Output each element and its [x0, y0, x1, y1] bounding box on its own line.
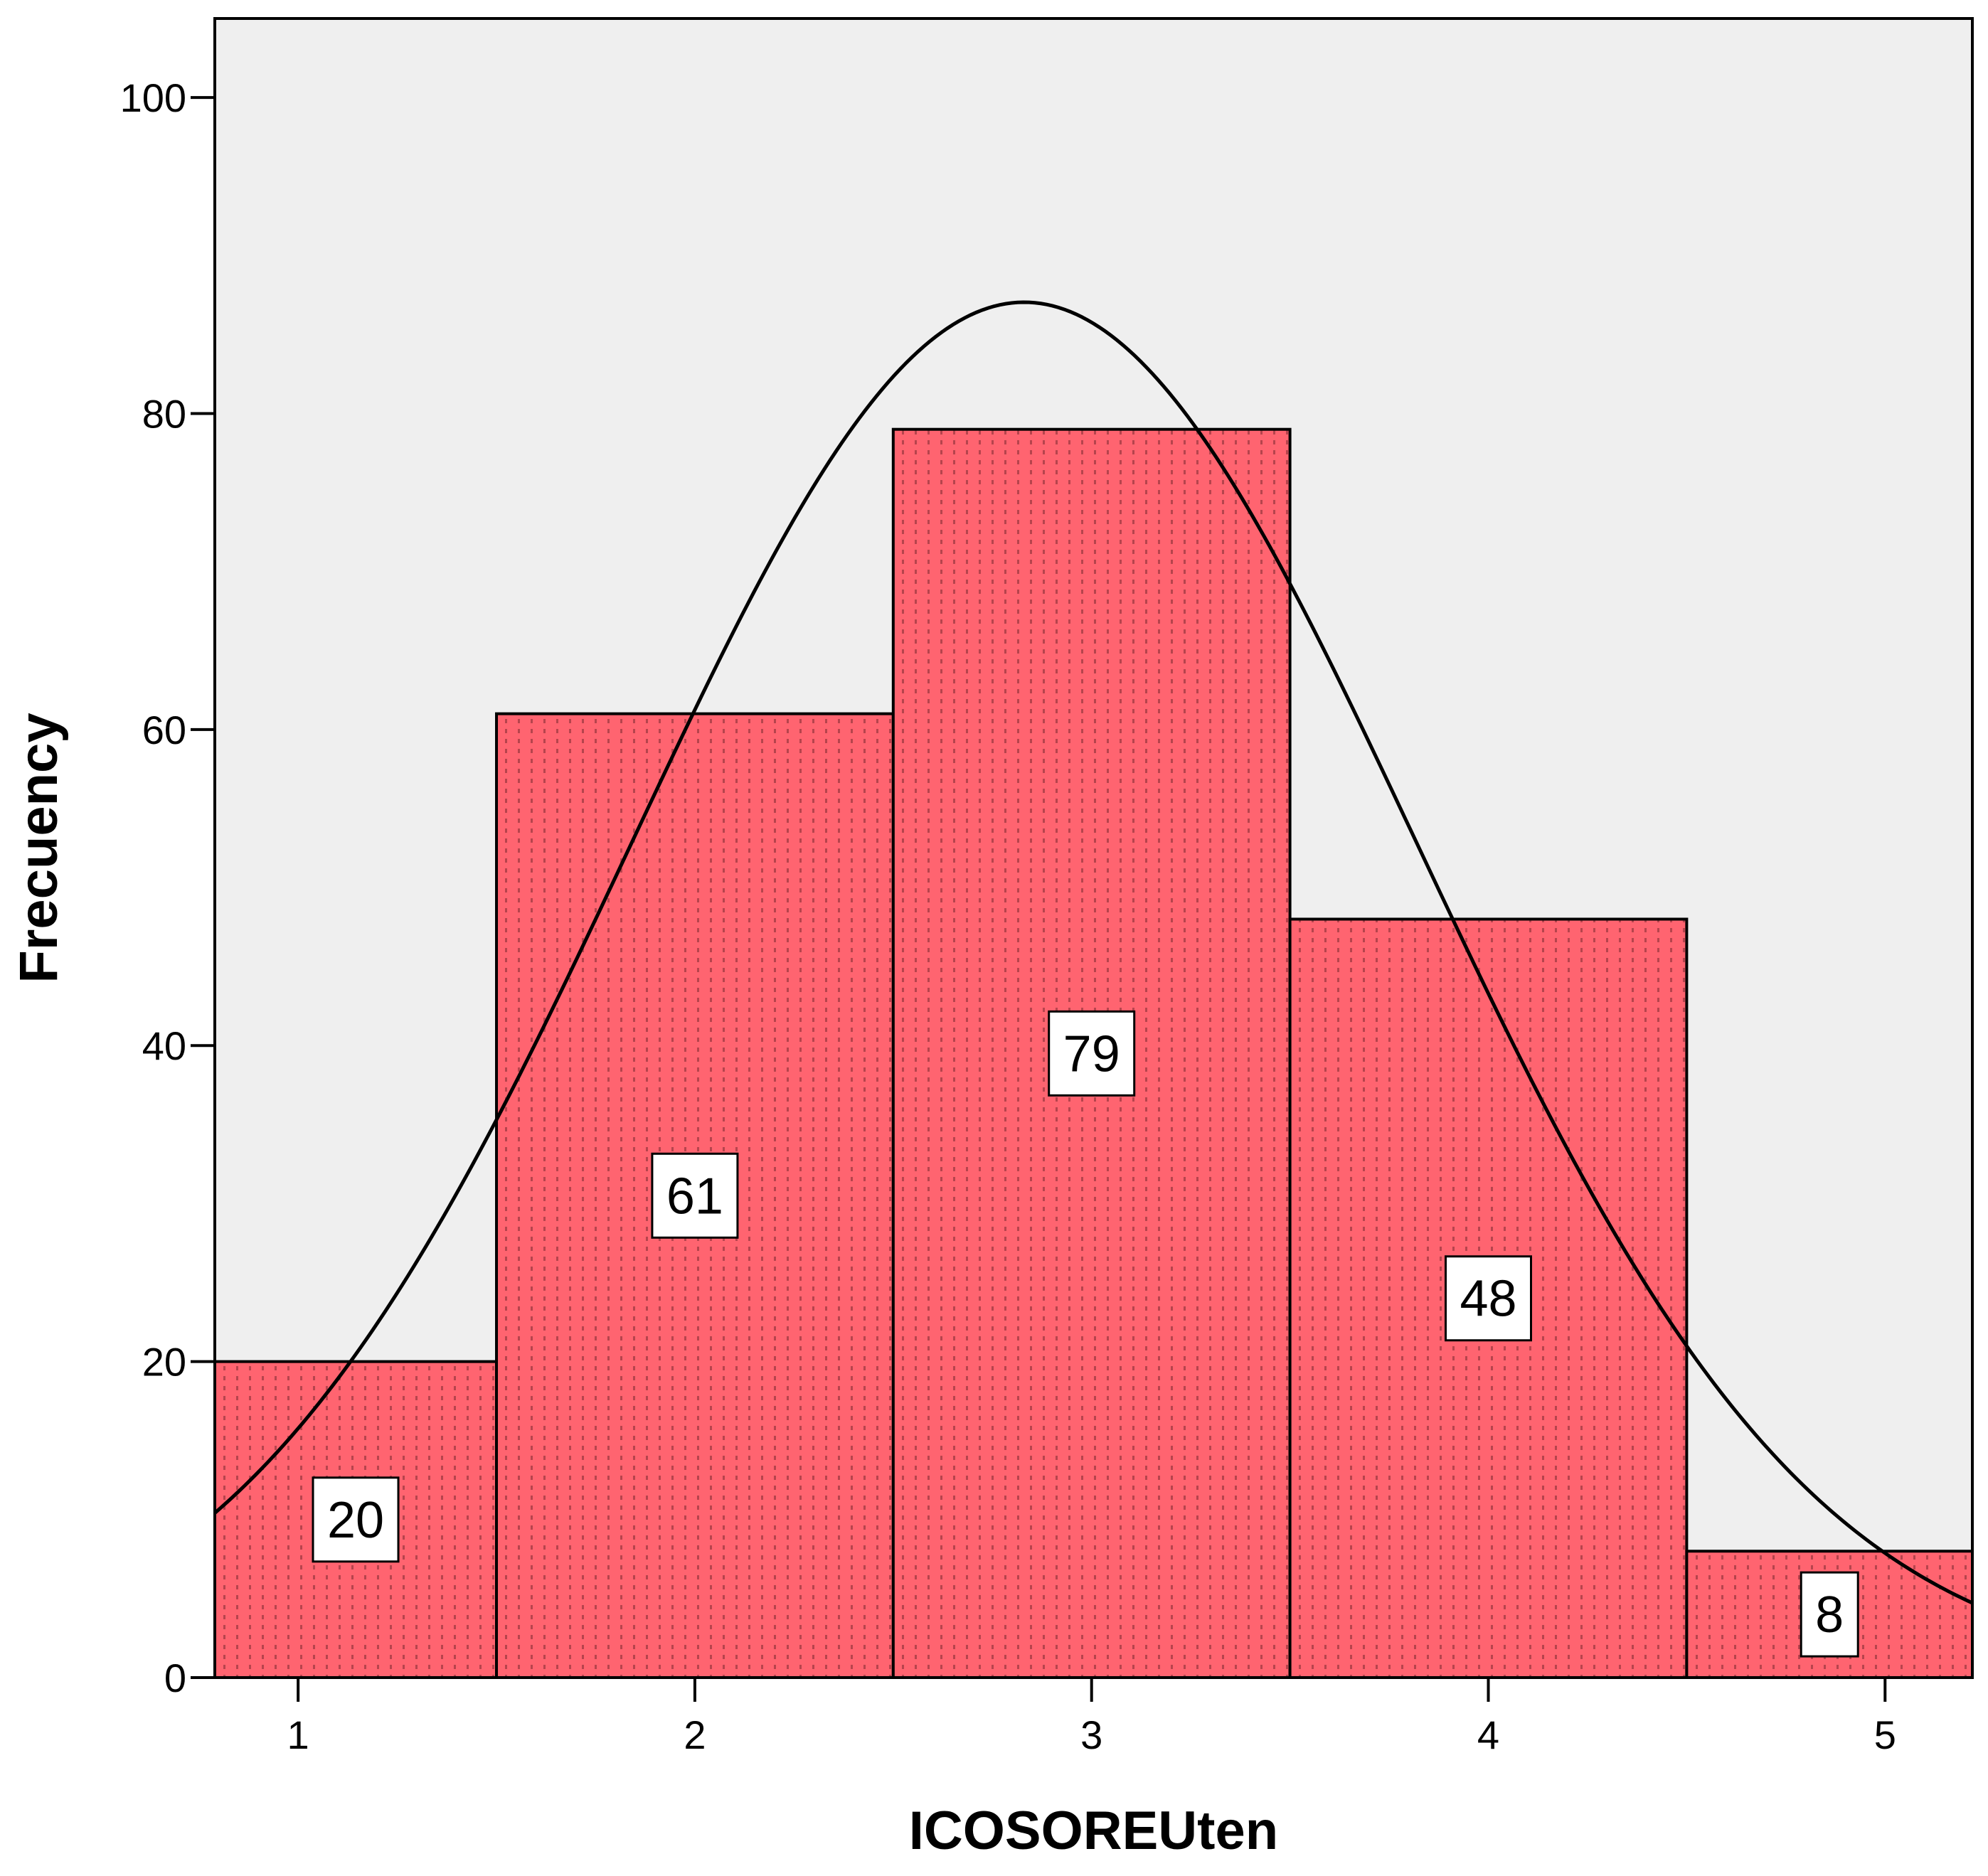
data-label-box — [651, 1152, 739, 1239]
data-label-box — [1800, 1571, 1859, 1658]
x-tick-label-2: 2 — [684, 1712, 706, 1757]
data-label-2: 61 — [651, 1152, 739, 1239]
data-label-3: 79 — [1048, 1010, 1136, 1097]
normal-curve — [213, 300, 1974, 1605]
y-tick-label-80: 80 — [142, 391, 186, 436]
x-tick-label-3: 3 — [1080, 1712, 1102, 1757]
data-labels: 20 61 79 48 8 — [312, 1010, 1859, 1658]
data-label-text: 61 — [666, 1168, 723, 1225]
x-tick-label-5: 5 — [1874, 1712, 1896, 1757]
histogram-bar-3 — [891, 427, 1292, 1680]
y-tick-label-40: 40 — [142, 1023, 186, 1068]
y-axis-title: Frecuency — [9, 713, 69, 983]
x-tick-label-4: 4 — [1477, 1712, 1499, 1757]
x-tick-label-1: 1 — [287, 1712, 309, 1757]
bars — [213, 427, 1974, 1680]
y-axis: 0 20 40 60 80 100 — [120, 75, 215, 1700]
data-label-box — [312, 1476, 400, 1563]
data-label-5: 8 — [1800, 1571, 1859, 1658]
y-tick-label-60: 60 — [142, 708, 186, 752]
y-tick-label-0: 0 — [164, 1656, 186, 1700]
data-label-text: 48 — [1460, 1271, 1516, 1328]
data-label-text: 8 — [1815, 1587, 1844, 1643]
data-label-box — [1048, 1010, 1136, 1097]
data-label-text: 79 — [1063, 1025, 1120, 1082]
data-label-4: 48 — [1444, 1255, 1532, 1342]
y-tick-label-100: 100 — [120, 75, 186, 120]
plot-frame — [213, 17, 1974, 1679]
x-axis-title: ICOSOREUten — [909, 1801, 1278, 1861]
x-axis: 1 2 3 4 5 — [287, 1678, 1896, 1757]
data-label-1: 20 — [312, 1476, 400, 1563]
data-label-box — [1444, 1255, 1532, 1342]
y-tick-label-20: 20 — [142, 1340, 186, 1385]
data-label-text: 20 — [327, 1492, 384, 1549]
